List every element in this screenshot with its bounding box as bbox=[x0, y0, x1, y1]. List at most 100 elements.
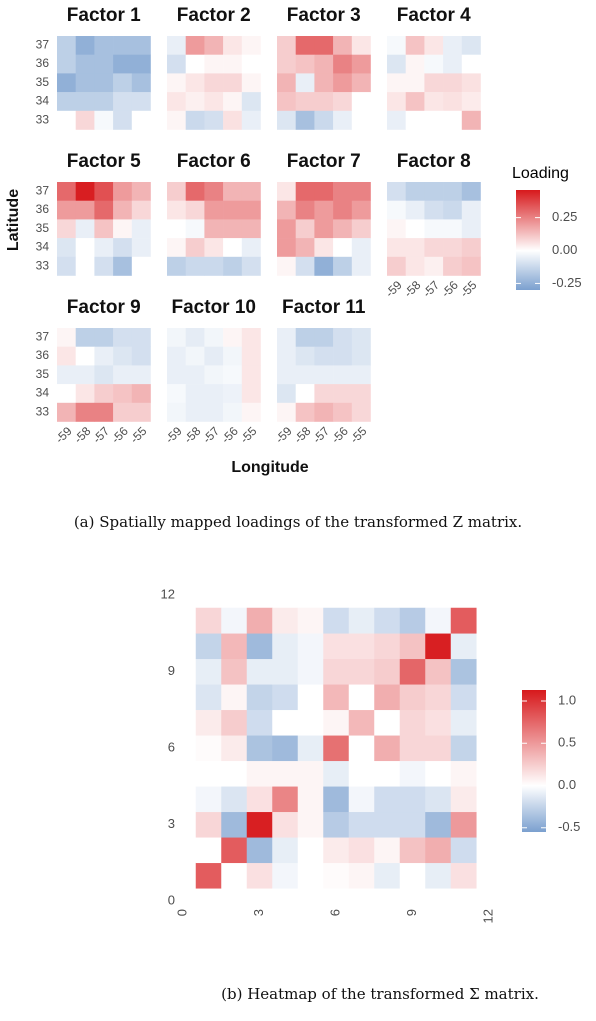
heat-cell bbox=[443, 256, 463, 276]
heat-cell bbox=[277, 200, 296, 220]
heat-cell bbox=[185, 402, 205, 422]
facet-title: Factor 8 bbox=[397, 151, 471, 172]
heat-cell bbox=[297, 811, 324, 838]
heat-cell bbox=[425, 658, 452, 685]
heat-cell bbox=[277, 110, 296, 130]
heat-cell bbox=[374, 760, 401, 787]
heat-cell bbox=[75, 219, 95, 239]
heat-cell bbox=[221, 684, 248, 711]
heat-cell bbox=[167, 365, 186, 385]
heat-cell bbox=[348, 633, 375, 660]
heat-cell bbox=[425, 786, 452, 813]
heat-cell bbox=[277, 219, 296, 239]
colorbar bbox=[516, 190, 540, 290]
heat-cell bbox=[185, 110, 205, 130]
heat-cell bbox=[167, 92, 186, 112]
y-tick-label: 36 bbox=[36, 348, 50, 362]
heat-cell bbox=[272, 760, 299, 787]
heat-cell bbox=[405, 110, 425, 130]
heat-cell bbox=[323, 862, 350, 889]
heat-cell bbox=[195, 735, 222, 762]
colorbar-label: 0.25 bbox=[552, 209, 577, 224]
heat-cell bbox=[387, 182, 406, 201]
heat-cell bbox=[167, 328, 186, 347]
heat-cell bbox=[351, 346, 371, 366]
heat-cell bbox=[387, 54, 406, 74]
y-tick-label: 33 bbox=[36, 258, 50, 272]
heat-cell bbox=[405, 256, 425, 276]
y-tick-label: 35 bbox=[36, 75, 50, 89]
heat-cell bbox=[348, 658, 375, 685]
heat-cell bbox=[351, 256, 371, 276]
y-tick-label: 37 bbox=[36, 330, 50, 344]
heat-cell bbox=[131, 256, 151, 276]
caption: (a) Spatially mapped loadings of the tra… bbox=[74, 513, 522, 531]
heat-cell bbox=[94, 346, 114, 366]
heat-cell bbox=[405, 36, 425, 55]
heat-cell bbox=[333, 182, 353, 201]
heat-cell bbox=[57, 328, 76, 347]
colorbar-label: -0.5 bbox=[558, 819, 580, 834]
heat-cell bbox=[461, 73, 481, 93]
heat-cell bbox=[297, 862, 324, 889]
heat-cell bbox=[167, 110, 186, 130]
heat-cell bbox=[167, 219, 186, 239]
heat-cell bbox=[450, 633, 477, 660]
heat-cell bbox=[351, 36, 371, 55]
heat-cell bbox=[57, 219, 76, 239]
heat-cell bbox=[314, 110, 334, 130]
heat-cell bbox=[399, 760, 426, 787]
heat-cell bbox=[223, 402, 243, 422]
heat-cell bbox=[221, 837, 248, 864]
heat-cell bbox=[348, 786, 375, 813]
heat-cell bbox=[314, 54, 334, 74]
heat-cell bbox=[450, 786, 477, 813]
x-axis-title: Longitude bbox=[231, 459, 308, 476]
heat-cell bbox=[374, 633, 401, 660]
y-tick-label: 33 bbox=[36, 112, 50, 126]
heat-cell bbox=[374, 837, 401, 864]
heat-cell bbox=[443, 238, 463, 258]
heat-cell bbox=[295, 110, 315, 130]
heat-cell bbox=[94, 73, 114, 93]
heat-cell bbox=[399, 633, 426, 660]
heat-cell bbox=[314, 384, 334, 404]
heat-cell bbox=[323, 735, 350, 762]
heat-cell bbox=[246, 684, 273, 711]
heat-cell bbox=[450, 811, 477, 838]
heat-cell bbox=[314, 219, 334, 239]
heat-cell bbox=[57, 36, 76, 55]
heat-cell bbox=[246, 811, 273, 838]
heat-cell bbox=[204, 365, 224, 385]
heat-cell bbox=[57, 54, 76, 74]
heat-cell bbox=[167, 54, 186, 74]
heat-cell bbox=[333, 54, 353, 74]
heat-cell bbox=[272, 633, 299, 660]
heat-cell bbox=[131, 365, 151, 385]
heat-cell bbox=[295, 365, 315, 385]
heat-cell bbox=[387, 200, 406, 220]
heat-cell bbox=[221, 633, 248, 660]
heat-cell bbox=[131, 200, 151, 220]
heat-cell bbox=[241, 384, 261, 404]
heat-cell bbox=[405, 238, 425, 258]
heat-cell bbox=[204, 182, 224, 201]
y-axis-title: Latitude bbox=[5, 189, 22, 251]
heat-cell bbox=[425, 633, 452, 660]
heat-cell bbox=[204, 92, 224, 112]
heat-cell bbox=[333, 328, 353, 347]
heat-cell bbox=[297, 607, 324, 634]
heat-cell bbox=[348, 735, 375, 762]
x-tick-label: -55 bbox=[127, 424, 149, 446]
heat-cell bbox=[425, 837, 452, 864]
heat-cell bbox=[195, 811, 222, 838]
heat-cell bbox=[221, 658, 248, 685]
colorbar-label: 0.5 bbox=[558, 735, 576, 750]
heat-cell bbox=[333, 200, 353, 220]
y-tick-label: 34 bbox=[36, 386, 50, 400]
heat-cell bbox=[221, 607, 248, 634]
heat-cell bbox=[75, 92, 95, 112]
heat-cell bbox=[424, 238, 444, 258]
heat-cell bbox=[348, 684, 375, 711]
